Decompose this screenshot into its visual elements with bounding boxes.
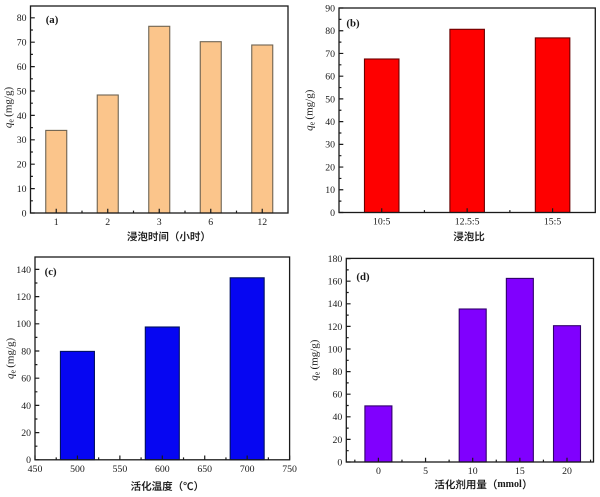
svg-text:120: 120 bbox=[16, 292, 31, 303]
svg-text:160: 160 bbox=[328, 277, 343, 288]
svg-text:10: 10 bbox=[17, 184, 27, 195]
svg-text:500: 500 bbox=[70, 464, 85, 475]
svg-text:140: 140 bbox=[16, 265, 31, 276]
svg-text:50: 50 bbox=[325, 94, 335, 105]
svg-text:40: 40 bbox=[21, 401, 31, 412]
svg-text:0: 0 bbox=[376, 466, 381, 477]
svg-text:60: 60 bbox=[333, 390, 343, 401]
svg-text:3: 3 bbox=[157, 217, 162, 228]
svg-text:90: 90 bbox=[325, 3, 335, 14]
svg-text:qe (mg/g): qe (mg/g) bbox=[3, 87, 16, 129]
svg-text:20: 20 bbox=[562, 466, 572, 477]
svg-text:60: 60 bbox=[17, 62, 27, 73]
svg-text:100: 100 bbox=[328, 344, 343, 355]
svg-text:6: 6 bbox=[208, 217, 213, 228]
svg-text:30: 30 bbox=[325, 140, 335, 151]
svg-text:20: 20 bbox=[21, 428, 31, 439]
svg-text:(a): (a) bbox=[46, 14, 59, 26]
svg-text:80: 80 bbox=[17, 13, 27, 24]
svg-text:40: 40 bbox=[17, 111, 27, 122]
svg-text:(c): (c) bbox=[45, 266, 57, 278]
svg-text:140: 140 bbox=[328, 299, 343, 310]
svg-text:40: 40 bbox=[333, 412, 343, 423]
svg-text:0: 0 bbox=[337, 457, 342, 468]
svg-text:12: 12 bbox=[257, 217, 267, 228]
svg-text:qe (mg/g): qe (mg/g) bbox=[309, 339, 322, 381]
svg-text:10: 10 bbox=[468, 466, 478, 477]
svg-text:1: 1 bbox=[54, 217, 59, 228]
svg-text:(d): (d) bbox=[356, 271, 370, 283]
svg-text:mmol: mmol bbox=[497, 479, 522, 490]
svg-text:80: 80 bbox=[325, 26, 335, 37]
svg-text:70: 70 bbox=[325, 49, 335, 60]
svg-text:80: 80 bbox=[333, 367, 343, 378]
svg-text:550: 550 bbox=[113, 464, 128, 475]
svg-text:20: 20 bbox=[325, 162, 335, 173]
svg-text:60: 60 bbox=[325, 72, 335, 83]
svg-text:15: 15 bbox=[515, 466, 525, 477]
svg-text:0: 0 bbox=[22, 208, 27, 219]
svg-text:750: 750 bbox=[282, 464, 297, 475]
svg-text:qe (mg/g): qe (mg/g) bbox=[5, 337, 18, 379]
svg-text:20: 20 bbox=[333, 435, 343, 446]
svg-text:600: 600 bbox=[155, 464, 170, 475]
svg-text:700: 700 bbox=[240, 464, 255, 475]
svg-text:650: 650 bbox=[197, 464, 212, 475]
svg-text:12.5:5: 12.5:5 bbox=[455, 217, 480, 228]
svg-text:120: 120 bbox=[328, 322, 343, 333]
svg-text:10: 10 bbox=[325, 185, 335, 196]
svg-text:450: 450 bbox=[28, 464, 43, 475]
svg-text:0: 0 bbox=[26, 455, 31, 466]
svg-text:180: 180 bbox=[328, 254, 343, 265]
svg-text:2: 2 bbox=[105, 217, 110, 228]
svg-text:qe (mg/g): qe (mg/g) bbox=[304, 89, 317, 131]
svg-text:80: 80 bbox=[21, 346, 31, 357]
svg-text:(b): (b) bbox=[346, 18, 360, 30]
svg-text:5: 5 bbox=[423, 466, 428, 477]
svg-text:60: 60 bbox=[21, 374, 31, 385]
svg-text:0: 0 bbox=[330, 208, 335, 219]
svg-text:40: 40 bbox=[325, 117, 335, 128]
svg-text:70: 70 bbox=[17, 38, 27, 49]
svg-text:15:5: 15:5 bbox=[544, 217, 562, 228]
svg-text:100: 100 bbox=[16, 319, 31, 330]
svg-text:20: 20 bbox=[17, 160, 27, 171]
svg-text:30: 30 bbox=[17, 135, 27, 146]
svg-text:50: 50 bbox=[17, 86, 27, 97]
svg-text:10:5: 10:5 bbox=[373, 217, 391, 228]
